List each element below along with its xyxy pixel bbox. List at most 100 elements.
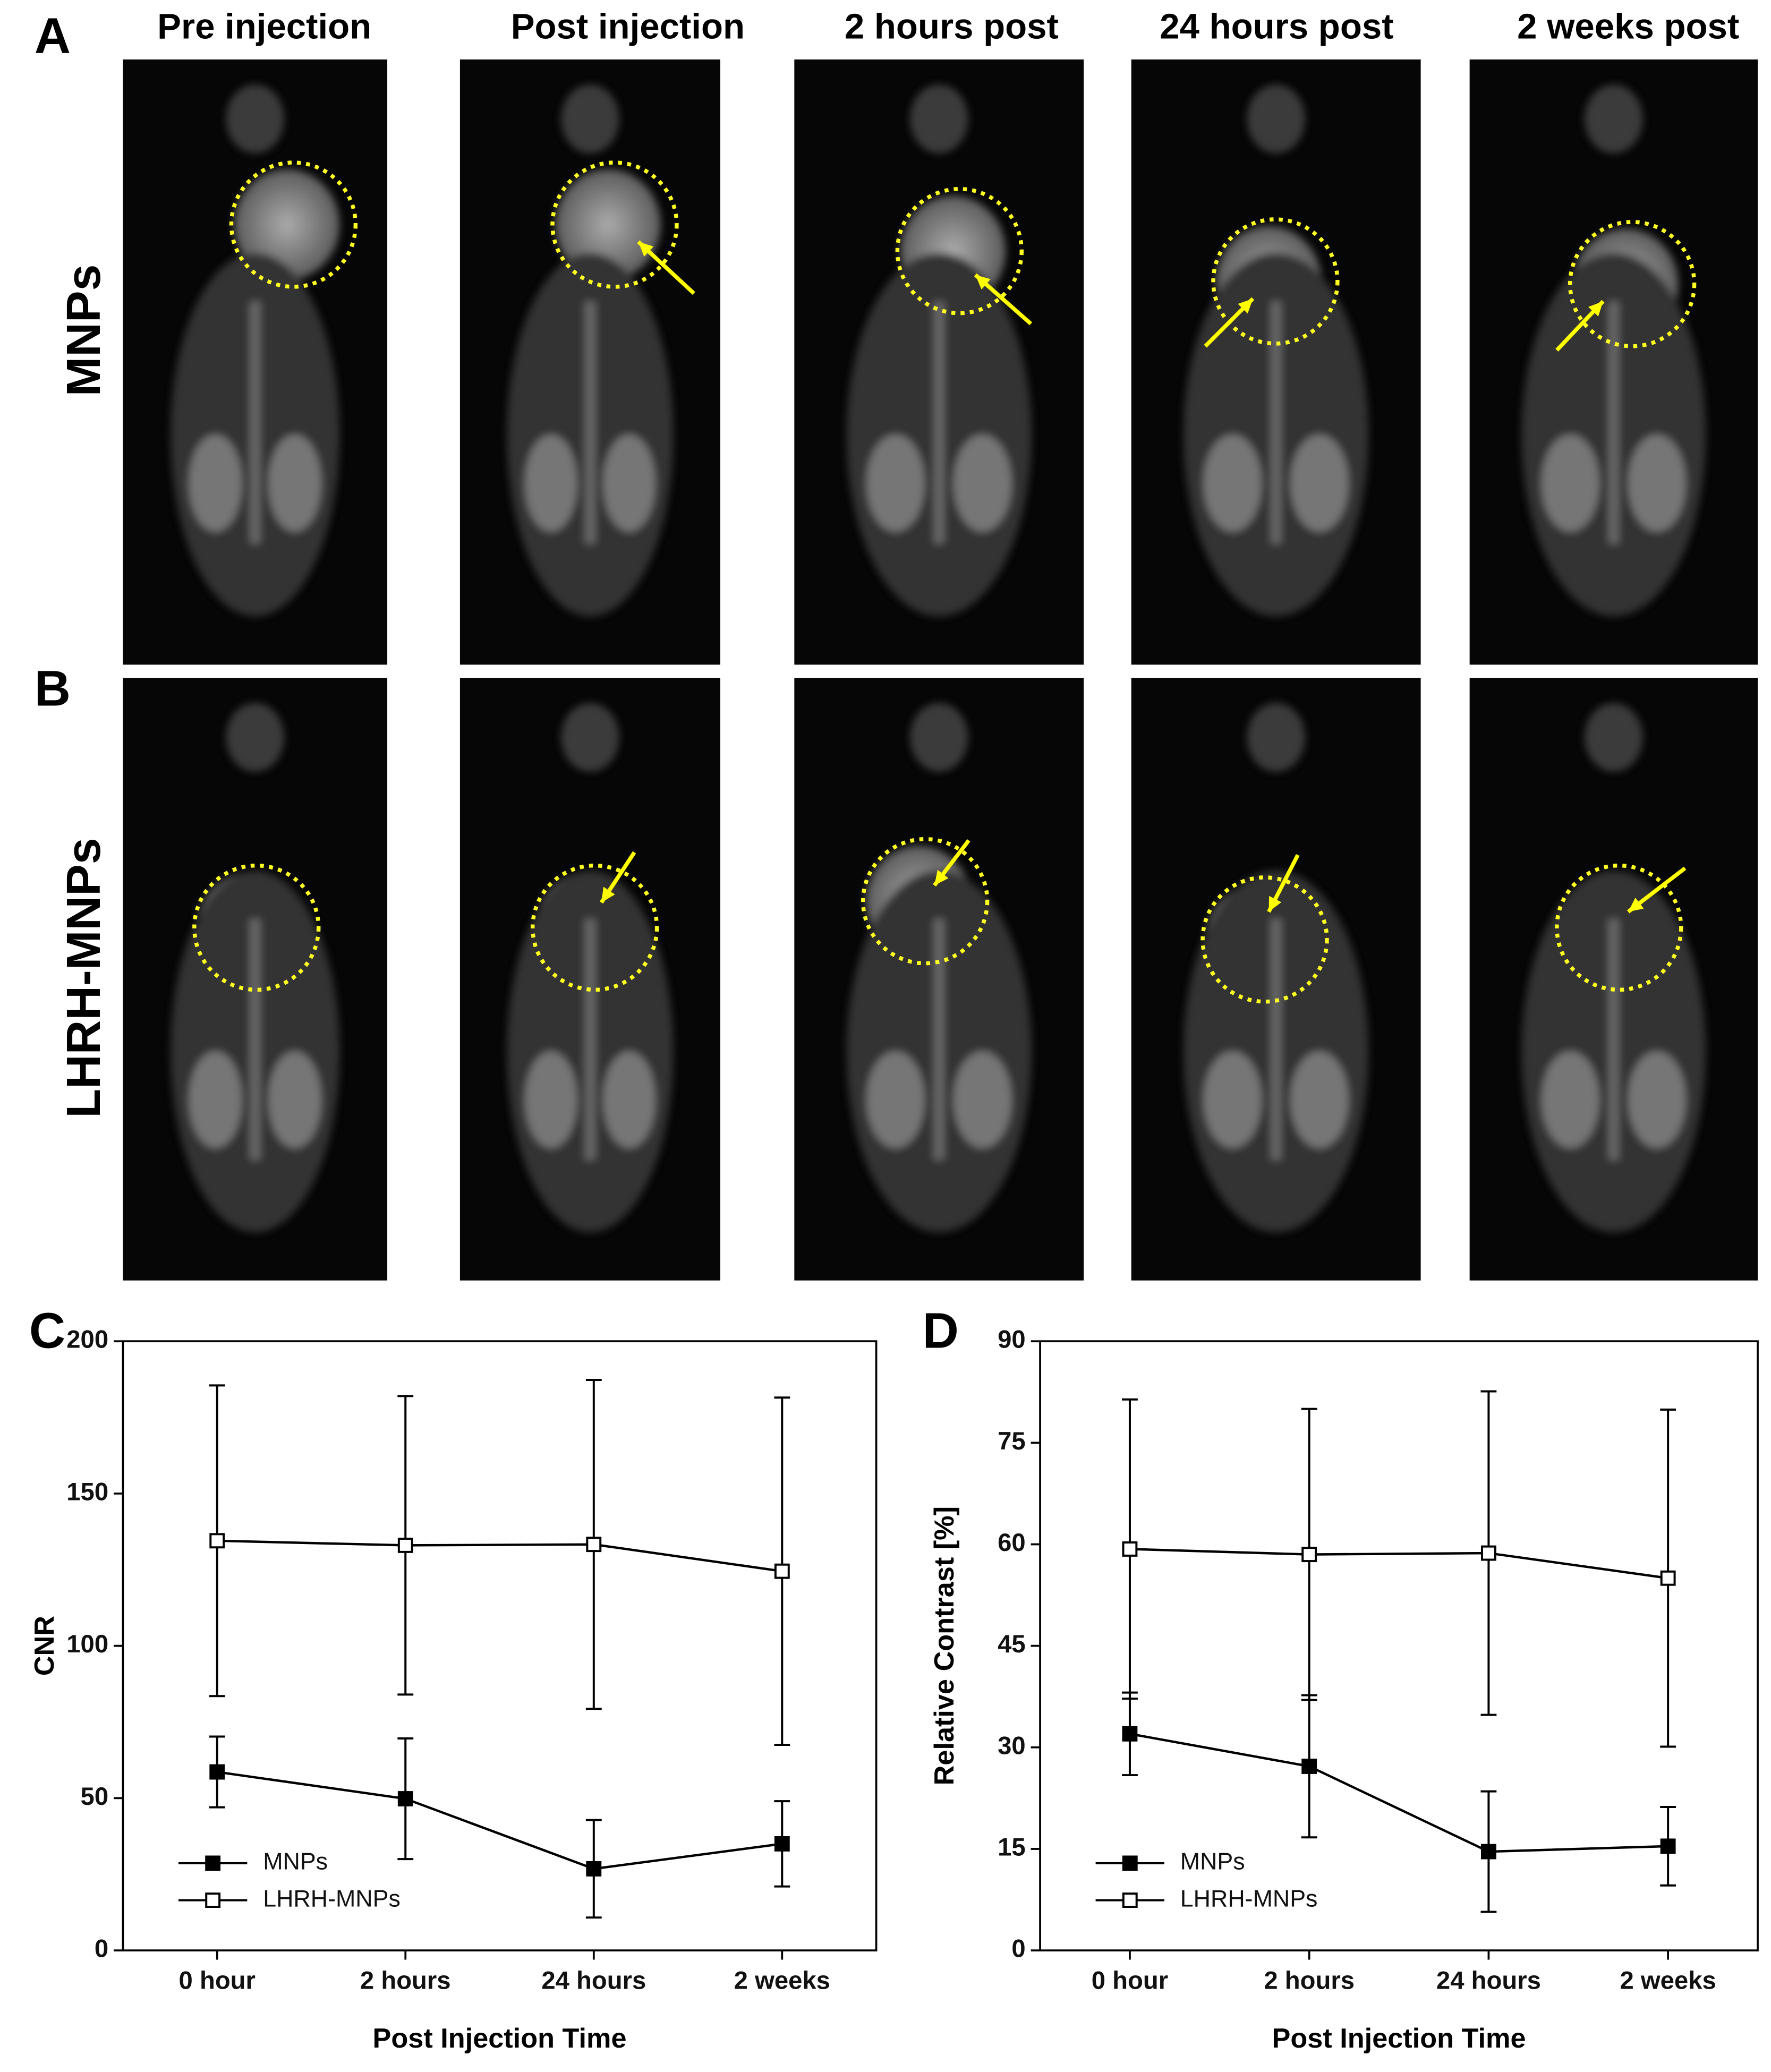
- roi-circle: [1555, 863, 1683, 992]
- mouse: [1183, 84, 1369, 617]
- mouse: [507, 703, 674, 1233]
- mouse-organ: [189, 434, 242, 532]
- mouse-spine: [250, 301, 261, 544]
- plot-frame: [122, 1340, 878, 1951]
- y-axis-label: Relative Contrast [%]: [929, 1506, 960, 1785]
- x-tick-label: 24 hours: [541, 1966, 646, 1994]
- marker: [1660, 1838, 1676, 1854]
- legend-label: LHRH-MNPs: [263, 1885, 401, 1912]
- marker: [586, 1537, 602, 1553]
- legend-marker: [1122, 1892, 1138, 1908]
- mouse-organ: [1203, 1051, 1262, 1148]
- column-header: 2 hours post: [845, 6, 1059, 46]
- mouse-spine: [933, 301, 944, 544]
- marker: [1480, 1545, 1496, 1561]
- y-tick-label: 90: [998, 1326, 1026, 1354]
- mouse-organ: [1290, 1051, 1349, 1148]
- mouse-head: [910, 703, 968, 772]
- mouse: [507, 84, 674, 617]
- mouse-spine: [1608, 919, 1619, 1160]
- x-axis-label: Post Injection Time: [1272, 2023, 1526, 2054]
- marker: [1660, 1570, 1676, 1586]
- mouse-organ: [866, 1051, 925, 1148]
- mouse-spine: [585, 919, 595, 1160]
- arrow-head: [975, 275, 991, 289]
- column-header: Pre injection: [157, 6, 371, 46]
- x-tick-label: 2 hours: [360, 1966, 451, 1994]
- x-tick-label: 2 weeks: [734, 1966, 830, 1994]
- legend-label: MNPs: [1180, 1848, 1245, 1875]
- panel-label: A: [35, 8, 71, 64]
- series-line: [217, 1539, 782, 1573]
- mouse-organ: [1542, 1051, 1599, 1148]
- mouse-neck: [555, 169, 661, 280]
- marker: [1301, 1759, 1317, 1774]
- roi-circle: [550, 160, 679, 289]
- roi-circle: [895, 187, 1024, 316]
- mouse-spine: [1608, 301, 1619, 544]
- mouse-organ: [268, 1051, 321, 1148]
- legend-marker: [205, 1855, 221, 1871]
- mouse: [171, 703, 340, 1233]
- arrow-head: [601, 886, 615, 903]
- mouse-organ: [525, 1051, 577, 1148]
- mouse-organ: [953, 434, 1011, 532]
- series-line: [1129, 1548, 1668, 1580]
- mouse-organ: [1203, 434, 1262, 532]
- x-tick-label: 0 hour: [179, 1966, 256, 1994]
- arrow-head: [1238, 299, 1253, 314]
- y-tick-label: 100: [66, 1630, 108, 1658]
- mouse-spine: [250, 919, 261, 1160]
- y-axis-label: CNR: [29, 1616, 60, 1676]
- panel-label: B: [35, 661, 71, 717]
- y-tick-label: 50: [81, 1783, 109, 1811]
- marker: [1480, 1844, 1496, 1860]
- row-label: LHRH-MNPs: [57, 838, 110, 1118]
- mouse-head: [1585, 84, 1643, 154]
- x-axis-label: Post Injection Time: [373, 2023, 627, 2054]
- row-label: MNPs: [57, 265, 110, 397]
- arrow-head: [1628, 897, 1644, 912]
- mouse-spine: [1271, 301, 1282, 544]
- mouse-head: [561, 84, 619, 154]
- arrow-head: [638, 242, 654, 257]
- marker: [209, 1533, 225, 1549]
- y-tick-label: 0: [1011, 1935, 1025, 1963]
- mouse-head: [910, 84, 968, 154]
- mouse-spine: [585, 301, 595, 544]
- mouse-head: [1247, 703, 1305, 772]
- mri-images: [123, 59, 1758, 1281]
- mouse-neck: [234, 169, 340, 280]
- mouse-spine: [1271, 919, 1282, 1160]
- marker: [1122, 1541, 1138, 1557]
- y-tick-label: 45: [998, 1630, 1026, 1658]
- roi-circle: [192, 863, 321, 992]
- mouse: [171, 84, 340, 617]
- marker: [397, 1791, 413, 1806]
- series-line: [217, 1770, 782, 1870]
- mouse-head: [226, 84, 285, 154]
- mouse-organ: [525, 434, 577, 532]
- y-tick-label: 200: [66, 1326, 108, 1354]
- x-tick-label: 2 weeks: [1620, 1966, 1716, 1994]
- mouse: [846, 84, 1032, 617]
- mouse-head: [561, 703, 619, 772]
- marker: [774, 1836, 790, 1852]
- panel-label: C: [29, 1303, 65, 1359]
- mouse-organ: [1290, 434, 1349, 532]
- plot-frame: [1039, 1340, 1759, 1951]
- column-header: 2 weeks post: [1517, 6, 1739, 46]
- roi-circle: [1568, 220, 1697, 348]
- marker: [209, 1764, 225, 1780]
- roi-circle: [531, 863, 659, 992]
- mouse-head: [1247, 84, 1305, 154]
- mouse-organ: [1628, 1051, 1686, 1148]
- arrow-head: [1268, 896, 1282, 912]
- x-tick-label: 2 hours: [1264, 1966, 1355, 1994]
- y-tick-label: 15: [998, 1833, 1026, 1861]
- mouse-organ: [268, 434, 321, 532]
- roi-circle: [861, 837, 990, 966]
- panel-label: D: [923, 1303, 959, 1359]
- marker: [1122, 1726, 1138, 1742]
